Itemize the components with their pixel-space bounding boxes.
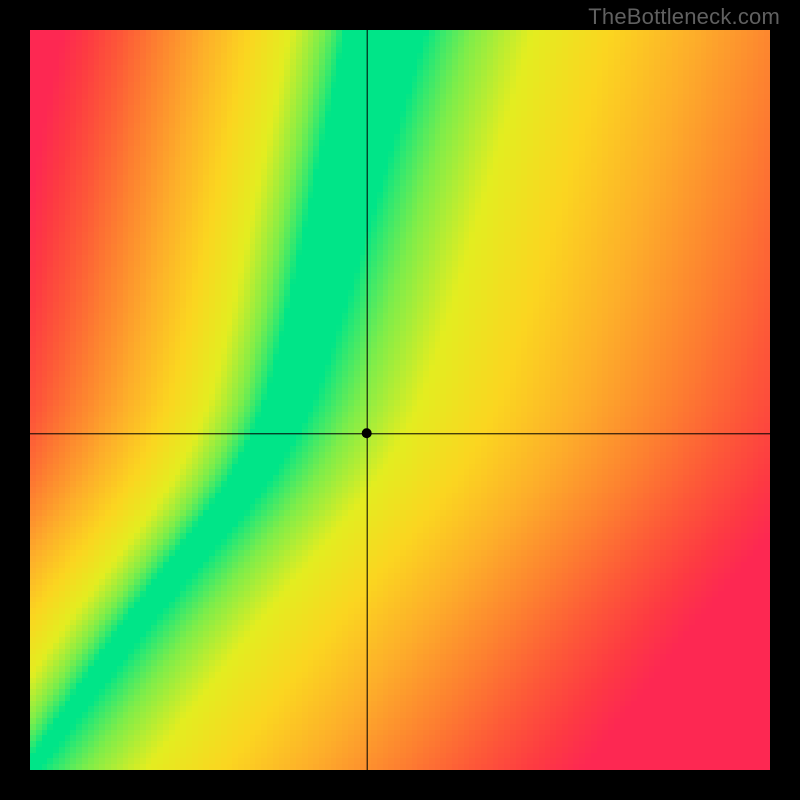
bottleneck-heatmap xyxy=(30,30,770,770)
chart-container: TheBottleneck.com xyxy=(0,0,800,800)
watermark-text: TheBottleneck.com xyxy=(588,4,780,30)
